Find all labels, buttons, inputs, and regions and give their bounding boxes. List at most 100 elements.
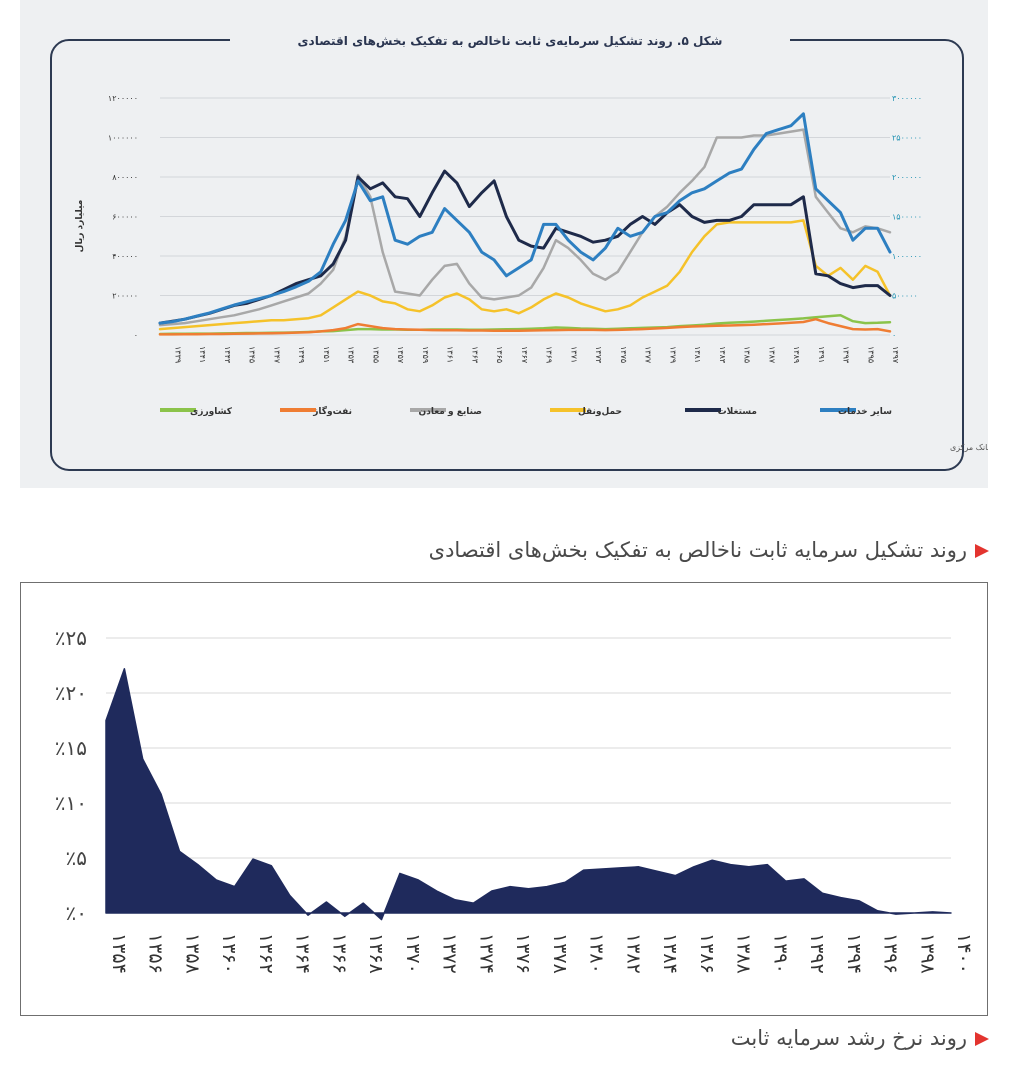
x-axis-tick-label: ۱۳۹۴	[843, 933, 865, 974]
right-axis-tick-label: ۰	[892, 331, 896, 340]
x-axis-tick-label: ۱۳۸۵	[743, 346, 752, 363]
x-axis-tick-label: ۱۳۴۷	[272, 346, 281, 364]
series-line-3	[158, 128, 892, 327]
x-axis-tick-label: ۱۳۸۰	[586, 933, 608, 974]
figure-2: ٪۰ ٪۵ ٪۱۰ ٪۱۵ ٪۲۰ ٪۲۵ ۱۳۵۴ ۱۳۵۶ ۱۳۵۸ ۱۳۶۰ ۱۳۶۲ ۱۳۶۴…	[20, 582, 988, 1016]
x-axis-tick-label: ۱۳۶۱	[446, 346, 455, 363]
chart-1-title-bg	[230, 28, 790, 52]
growth-area	[105, 668, 952, 921]
left-axis-tick-label: ۴۰۰۰۰۰	[112, 252, 138, 261]
series-line-4	[158, 219, 892, 331]
x-axis-tick-label: ۱۳۶۵	[495, 346, 504, 363]
x-axis-tick-label: ۱۳۸۹	[792, 346, 801, 363]
x-axis-tick-label: ۱۳۶۴	[292, 933, 314, 974]
x-axis-tick-label: ۱۳۷۰	[402, 933, 424, 974]
x-axis-tick-label: ۱۴۰۰	[953, 933, 975, 974]
y-axis-tick-label: ٪۱۵	[55, 736, 87, 760]
x-axis-tick-label: ۱۳۹۲	[806, 933, 828, 974]
x-axis-tick-label: ۱۳۵۹	[421, 346, 430, 363]
right-axis-tick-label: ۱۵۰۰۰۰۰	[892, 213, 922, 222]
y-axis-tick-label: ٪۱۰	[55, 791, 87, 815]
x-axis-tick-label: ۱۳۵۸	[181, 933, 203, 974]
x-axis-tick-label: ۱۳۵۶	[145, 933, 167, 974]
left-axis-tick-label: ۶۰۰۰۰۰	[112, 213, 138, 222]
x-axis-tick-label: ۱۳۷۳	[594, 346, 603, 364]
x-axis-tick-label: ۱۳۵۴	[108, 933, 130, 974]
chart-2-svg: ٪۰ ٪۵ ٪۱۰ ٪۱۵ ٪۲۰ ٪۲۵ ۱۳۵۴ ۱۳۵۶ ۱۳۵۸ ۱۳۶۰ ۱۳۶۲ ۱۳۶۴…	[55, 626, 975, 974]
caption-figure-1: روند تشکیل سرمایه ثابت ناخالص به تفکیک ب…	[429, 538, 989, 562]
x-axis-tick-label: ۱۳۸۱	[693, 346, 702, 363]
legend-label: صنایع و معادن	[419, 407, 482, 417]
left-axis-tick-label: ۱۰۰۰۰۰۰	[108, 134, 138, 143]
x-axis-tick-label: ۱۳۹۱	[817, 346, 826, 363]
y-axis-tick-label: ٪۰	[66, 901, 87, 925]
x-axis-tick-label: ۱۳۸۳	[718, 346, 727, 364]
x-axis-tick-label: ۱۳۴۹	[297, 346, 306, 363]
x-axis-tick-label: ۱۳۳۹	[173, 346, 182, 363]
x-axis-tick-label: ۱۳۹۷	[891, 346, 900, 364]
left-axis-tick-label: ۰	[134, 331, 138, 340]
right-axis-tick-label: ۲۵۰۰۰۰۰	[892, 134, 922, 143]
left-axis-tick-label: ۸۰۰۰۰۰	[112, 173, 138, 182]
y-axis-tick-label: ٪۲۰	[55, 681, 87, 705]
x-axis-tick-label: ۱۳۵۱	[322, 346, 331, 363]
caption-1-text: روند تشکیل سرمایه ثابت ناخالص به تفکیک ب…	[428, 538, 967, 562]
x-axis-tick-label: ۱۳۶۹	[545, 346, 554, 363]
x-axis-tick-label: ۱۳۷۷	[644, 346, 653, 364]
x-axis-tick-label: ۱۳۶۸	[365, 933, 387, 974]
left-axis-tick-label: ۱۲۰۰۰۰۰	[108, 94, 138, 103]
x-axis-tick-label: ۱۳۹۳	[842, 346, 851, 364]
series-line-2	[158, 317, 892, 336]
chart-1-frame	[50, 39, 964, 471]
caption-marker-icon	[975, 1032, 989, 1046]
caption-figure-2: روند نرخ رشد سرمایه ثابت	[731, 1026, 989, 1050]
x-axis-tick-label: ۱۳۹۶	[880, 933, 902, 974]
y-axis-tick-label: ٪۲۵	[55, 626, 87, 650]
left-axis-label: میلیارد ریال	[75, 200, 85, 253]
x-axis-tick-label: ۱۳۶۲	[255, 933, 277, 974]
x-axis-tick-label: ۱۳۴۱	[198, 346, 207, 363]
x-axis-tick-label: ۱۳۷۶	[512, 933, 534, 974]
caption-marker-icon	[975, 544, 989, 558]
x-axis-tick-label: ۱۳۴۵	[248, 346, 257, 363]
x-axis-tick-label: ۱۳۸۶	[696, 933, 718, 974]
x-axis-tick-label: ۱۳۶۶	[328, 933, 350, 974]
x-axis-tick-label: ۱۳۵۷	[396, 346, 405, 364]
x-axis-tick-label: ۱۳۷۲	[439, 933, 461, 974]
y-axis-tick-label: ٪۵	[66, 846, 87, 870]
right-axis-tick-label: ۵۰۰۰۰۰	[892, 292, 918, 301]
x-axis-tick-label: ۱۳۷۴	[475, 933, 497, 974]
x-axis-tick-label: ۱۳۶۳	[470, 346, 479, 364]
x-axis-tick-label: ۱۳۵۵	[371, 346, 380, 363]
x-axis-tick-label: ۱۳۷۵	[619, 346, 628, 363]
x-axis-tick-label: ۱۳۵۳	[347, 346, 356, 364]
figure-1: شکل ۵. روند تشکیل سرمایه‌ی ثابت ناخالص ب…	[20, 0, 988, 488]
legend-label: حمل‌ونقل	[578, 407, 622, 417]
x-axis-tick-label: ۱۳۶۷	[520, 346, 529, 364]
x-axis-tick-label: ۱۳۹۰	[769, 933, 791, 974]
x-axis-tick-label: ۱۳۸۷	[767, 346, 776, 364]
x-axis-tick-label: ۱۳۹۸	[916, 933, 938, 974]
left-axis-tick-label: ۲۰۰۰۰۰	[112, 292, 138, 301]
series-line-5	[158, 169, 892, 325]
x-axis-tick-label: ۱۳۷۸	[549, 933, 571, 974]
x-axis-tick-label: ۱۳۹۵	[866, 346, 875, 363]
x-axis-tick-label: ۱۳۸۸	[733, 933, 755, 974]
right-axis-tick-label: ۱۰۰۰۰۰۰	[892, 252, 922, 261]
legend-label: کشاورزی	[190, 407, 233, 417]
right-axis-tick-label: ۲۰۰۰۰۰۰	[892, 173, 922, 182]
x-axis-tick-label: ۱۳۴۳	[223, 346, 232, 364]
right-axis-tick-label: ۳۰۰۰۰۰۰	[892, 94, 922, 103]
x-axis-tick-label: ۱۳۷۱	[569, 346, 578, 363]
caption-2-text: روند نرخ رشد سرمایه ثابت	[730, 1026, 967, 1050]
legend-label: نفت‌وگاز	[312, 405, 352, 417]
x-axis-tick-label: ۱۳۶۰	[218, 933, 240, 974]
legend-label: سایر خدمات	[838, 407, 892, 417]
series-line-6	[158, 112, 892, 325]
x-axis-tick-label: ۱۳۸۴	[659, 933, 681, 974]
x-axis-tick-label: ۱۳۷۹	[668, 346, 677, 363]
x-axis-tick-label: ۱۳۸۲	[622, 933, 644, 974]
chart-1-title: شکل ۵. روند تشکیل سرمایه‌ی ثابت ناخالص ب…	[298, 34, 723, 49]
chart-1-svg: شکل ۵. روند تشکیل سرمایه‌ی ثابت ناخالص ب…	[50, 28, 988, 471]
chart-1-source: منبع: بانک مرکزی	[950, 443, 988, 452]
